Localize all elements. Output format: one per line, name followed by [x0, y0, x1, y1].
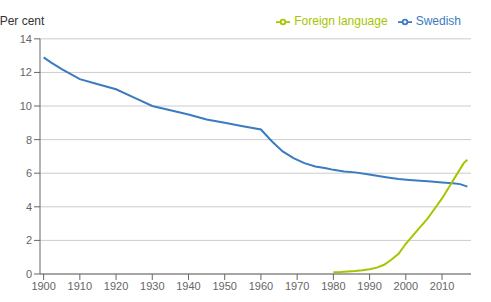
svg-text:1990: 1990	[357, 280, 381, 292]
svg-text:2010: 2010	[430, 280, 454, 292]
svg-text:1960: 1960	[249, 280, 273, 292]
svg-text:6: 6	[26, 167, 32, 179]
svg-text:0: 0	[26, 268, 32, 280]
html-text:Swedish: Swedish	[415, 14, 461, 28]
svg-text:10: 10	[20, 100, 32, 112]
svg-text:1970: 1970	[285, 280, 309, 292]
svg-text:12: 12	[20, 66, 32, 78]
svg-text:1910: 1910	[68, 280, 92, 292]
svg-text:1980: 1980	[321, 280, 345, 292]
svg-text:8: 8	[26, 134, 32, 146]
svg-text:2000: 2000	[394, 280, 418, 292]
html-text:Foreign language: Foreign language	[294, 14, 388, 28]
svg-text:1950: 1950	[212, 280, 236, 292]
svg-text:4: 4	[26, 201, 32, 213]
svg-text:1900: 1900	[31, 280, 55, 292]
svg-text:Per cent: Per cent	[8, 14, 45, 28]
svg-text:1920: 1920	[104, 280, 128, 292]
svg-text:14: 14	[20, 33, 32, 45]
svg-text:1930: 1930	[140, 280, 164, 292]
svg-text:1940: 1940	[176, 280, 200, 292]
svg-text:2: 2	[26, 234, 32, 246]
